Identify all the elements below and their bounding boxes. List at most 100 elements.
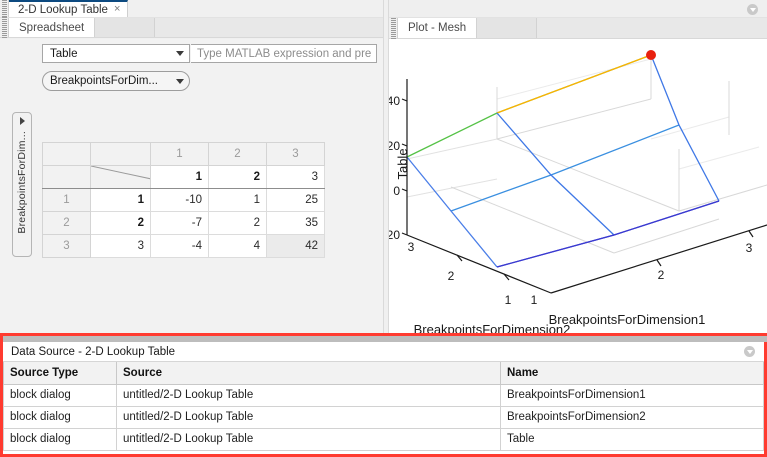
col-index-header[interactable]: 1 xyxy=(150,142,209,166)
table-row[interactable]: block dialog untitled/2-D Lookup Table B… xyxy=(3,383,764,407)
grid-corner-blank-3 xyxy=(42,165,91,189)
row-index-header[interactable]: 2 xyxy=(42,211,91,235)
z-axis-ticks xyxy=(401,98,408,236)
grid-corner-diagonal xyxy=(90,165,151,189)
table-row[interactable]: block dialog untitled/2-D Lookup Table B… xyxy=(3,405,764,429)
col-breakpoint-value[interactable]: 2 xyxy=(208,165,267,189)
tab-spreadsheet[interactable]: Spreadsheet xyxy=(9,18,96,37)
plot-drag-grip-icon[interactable] xyxy=(389,18,398,38)
selected-point-marker xyxy=(646,50,656,60)
tab-spreadsheet-label: Spreadsheet xyxy=(19,21,85,34)
cell-source: untitled/2-D Lookup Table xyxy=(116,383,501,407)
matlab-expression-input[interactable]: Type MATLAB expression and pre xyxy=(191,44,377,63)
grid-cell[interactable]: 25 xyxy=(266,188,325,212)
z-axis-title: Table xyxy=(395,148,410,179)
data-source-title-bar: Data Source - 2-D Lookup Table xyxy=(3,342,764,362)
grid-cell[interactable]: -7 xyxy=(150,211,209,235)
col-breakpoint-value[interactable]: 3 xyxy=(266,165,325,189)
chevron-down-icon xyxy=(176,51,184,56)
tabbar-filler xyxy=(95,18,156,37)
breakpoints-collapsed-panel[interactable]: BreakpointsForDim... xyxy=(12,112,32,257)
table-row[interactable]: block dialog untitled/2-D Lookup Table T… xyxy=(3,427,764,451)
table-row: 2 2 -7 2 35 xyxy=(42,211,325,235)
spreadsheet-body: BreakpointsForDim... Table Type MATLAB e… xyxy=(0,39,383,333)
table-select-value: Table xyxy=(50,47,78,60)
col-index-header[interactable]: 3 xyxy=(266,142,325,166)
lookup-table-grid[interactable]: 1 2 3 1 2 3 1 1 xyxy=(42,142,325,258)
table-select[interactable]: Table xyxy=(42,44,190,63)
cell-source-type: block dialog xyxy=(3,427,117,451)
breakpoints-select-value: BreakpointsForDim... xyxy=(50,75,159,87)
grid-col-index-row: 1 2 3 xyxy=(42,142,325,166)
cell-source: untitled/2-D Lookup Table xyxy=(116,427,501,451)
data-source-header-row: Source Type Source Name xyxy=(3,362,764,385)
grid-cell[interactable]: -4 xyxy=(150,234,209,258)
cell-source-type: block dialog xyxy=(3,383,117,407)
cell-name: BreakpointsForDimension2 xyxy=(500,405,764,429)
grid-cell[interactable]: 4 xyxy=(208,234,267,258)
y-axis-ticks xyxy=(456,254,510,281)
row-index-header[interactable]: 3 xyxy=(42,234,91,258)
x-axis-ticks xyxy=(656,230,754,267)
panel-drag-grip-icon[interactable] xyxy=(0,0,9,17)
cell-source-type: block dialog xyxy=(3,405,117,429)
mesh-plot-canvas[interactable]: 40 20 0 -20 3 2 1 xyxy=(389,39,767,333)
y-axis-title: BreakpointsForDimension2 xyxy=(414,322,571,333)
panel-splitter[interactable] xyxy=(383,0,389,333)
cell-name: BreakpointsForDimension1 xyxy=(500,383,764,407)
data-source-table[interactable]: Source Type Source Name block dialog unt… xyxy=(3,362,764,451)
row-index-header[interactable]: 1 xyxy=(42,188,91,212)
spreadsheet-drag-grip-icon[interactable] xyxy=(0,18,9,37)
col-index-header[interactable]: 2 xyxy=(208,142,267,166)
x-tick-labels: 1 2 3 xyxy=(531,241,753,307)
row-breakpoint-value[interactable]: 2 xyxy=(90,211,151,235)
editor-top-region: 2-D Lookup Table × Spreadsheet Breakpoin… xyxy=(0,0,767,333)
plot-panel: Plot - Mesh xyxy=(389,0,767,333)
z-tick-labels: 40 20 0 -20 xyxy=(389,94,400,242)
grid-cell[interactable]: 1 xyxy=(208,188,267,212)
panel-collapse-icon[interactable] xyxy=(747,4,758,15)
expand-arrow-icon[interactable] xyxy=(19,117,25,125)
scrollbar-thumb[interactable] xyxy=(3,336,767,342)
tab-plot-mesh-label: Plot - Mesh xyxy=(408,22,467,34)
row-breakpoint-value[interactable]: 3 xyxy=(90,234,151,258)
spreadsheet-toolbar: Table Type MATLAB expression and pre Bre… xyxy=(42,44,383,92)
grid-corner-blank-2 xyxy=(90,142,151,166)
grid-col-breakpoint-row: 1 2 3 xyxy=(42,165,325,189)
corner-diagonal-icon xyxy=(91,166,150,180)
table-row: 3 3 -4 4 42 xyxy=(42,234,325,258)
grid-cell[interactable]: 35 xyxy=(266,211,325,235)
spreadsheet-panel: 2-D Lookup Table × Spreadsheet Breakpoin… xyxy=(0,0,383,333)
plot-gridlines xyxy=(406,53,767,294)
column-header-source[interactable]: Source xyxy=(116,362,501,385)
data-source-title: Data Source - 2-D Lookup Table xyxy=(11,345,176,358)
chevron-down-icon xyxy=(176,78,184,84)
horizontal-scrollbar[interactable] xyxy=(3,336,767,342)
z-tick-label: -20 xyxy=(389,228,400,242)
plot-topbar xyxy=(389,0,767,18)
close-icon[interactable]: × xyxy=(113,3,121,15)
breakpoints-select[interactable]: BreakpointsForDim... xyxy=(42,71,190,91)
document-tab-2d-lookup-table[interactable]: 2-D Lookup Table × xyxy=(9,0,129,17)
grid-cell[interactable]: 2 xyxy=(208,211,267,235)
document-tabbar: 2-D Lookup Table × xyxy=(0,0,383,18)
z-tick-label: 0 xyxy=(393,184,400,198)
tab-plot-mesh[interactable]: Plot - Mesh xyxy=(398,18,478,38)
plot-axes xyxy=(406,79,767,294)
column-header-source-type[interactable]: Source Type xyxy=(3,362,117,385)
cell-source: untitled/2-D Lookup Table xyxy=(116,405,501,429)
grid-corner-blank xyxy=(42,142,91,166)
grid-cell-selected[interactable]: 42 xyxy=(266,234,325,258)
y-tick-label: 1 xyxy=(505,293,512,307)
grid-cell[interactable]: -10 xyxy=(150,188,209,212)
column-header-name[interactable]: Name xyxy=(500,362,764,385)
col-breakpoint-value[interactable]: 1 xyxy=(150,165,209,189)
row-breakpoint-value[interactable]: 1 xyxy=(90,188,151,212)
data-source-panel: Data Source - 2-D Lookup Table Source Ty… xyxy=(0,333,767,457)
y-tick-labels: 3 2 1 xyxy=(408,240,512,307)
mesh-wireframe xyxy=(406,54,720,268)
mesh-lower-edges xyxy=(496,200,720,268)
y-tick-label: 2 xyxy=(448,269,455,283)
cell-name: Table xyxy=(500,427,764,451)
panel-collapse-icon[interactable] xyxy=(744,346,755,357)
